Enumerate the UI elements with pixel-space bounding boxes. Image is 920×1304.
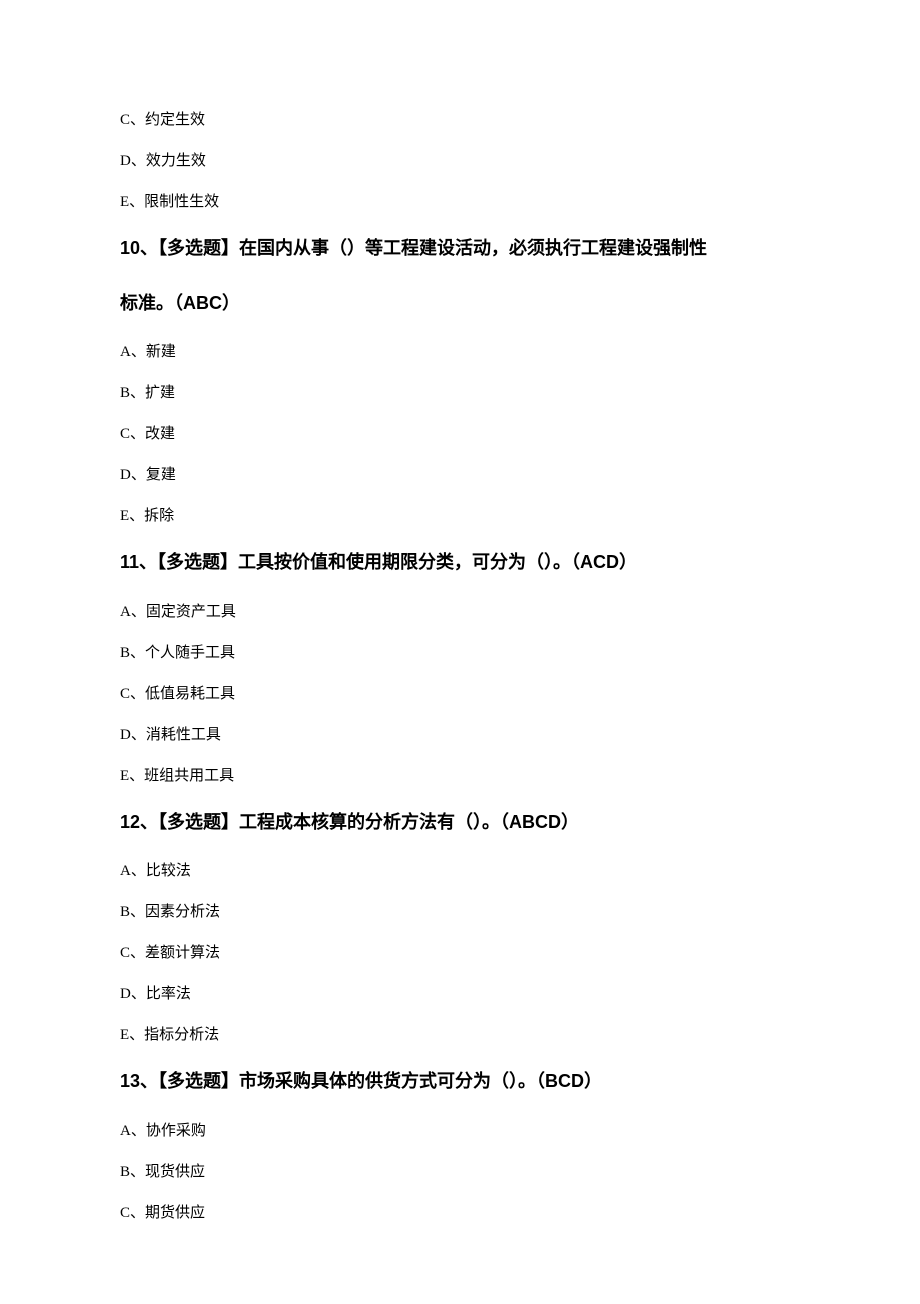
- option-d-leading: D、效力生效: [120, 151, 800, 172]
- q11-option-d: D、消耗性工具: [120, 725, 800, 746]
- q11-option-c: C、低值易耗工具: [120, 684, 800, 705]
- q13-option-b: B、现货供应: [120, 1162, 800, 1183]
- question-10-heading-line1: 10、【多选题】在国内从事（）等工程建设活动，必须执行工程建设强制性: [120, 233, 800, 264]
- option-e-leading: E、限制性生效: [120, 192, 800, 213]
- q11-option-a: A、固定资产工具: [120, 602, 800, 623]
- q10-option-e: E、拆除: [120, 506, 800, 527]
- question-12-heading: 12、【多选题】工程成本核算的分析方法有（）。（ABCD）: [120, 807, 800, 838]
- q12-option-e: E、指标分析法: [120, 1025, 800, 1046]
- q10-option-a: A、新建: [120, 342, 800, 363]
- question-10-heading-line2: 标准。（ABC）: [120, 288, 800, 319]
- q10-option-d: D、复建: [120, 465, 800, 486]
- q10-option-c: C、改建: [120, 424, 800, 445]
- q11-option-e: E、班组共用工具: [120, 766, 800, 787]
- option-c-leading: C、约定生效: [120, 110, 800, 131]
- q12-option-b: B、因素分析法: [120, 902, 800, 923]
- question-13-heading: 13、【多选题】市场采购具体的供货方式可分为（）。（BCD）: [120, 1066, 800, 1097]
- q11-option-b: B、个人随手工具: [120, 643, 800, 664]
- q12-option-d: D、比率法: [120, 984, 800, 1005]
- q12-option-c: C、差额计算法: [120, 943, 800, 964]
- q13-option-c: C、期货供应: [120, 1203, 800, 1224]
- q10-option-b: B、扩建: [120, 383, 800, 404]
- q12-option-a: A、比较法: [120, 861, 800, 882]
- q13-option-a: A、协作采购: [120, 1121, 800, 1142]
- question-11-heading: 11、【多选题】工具按价值和使用期限分类，可分为（）。（ACD）: [120, 547, 800, 578]
